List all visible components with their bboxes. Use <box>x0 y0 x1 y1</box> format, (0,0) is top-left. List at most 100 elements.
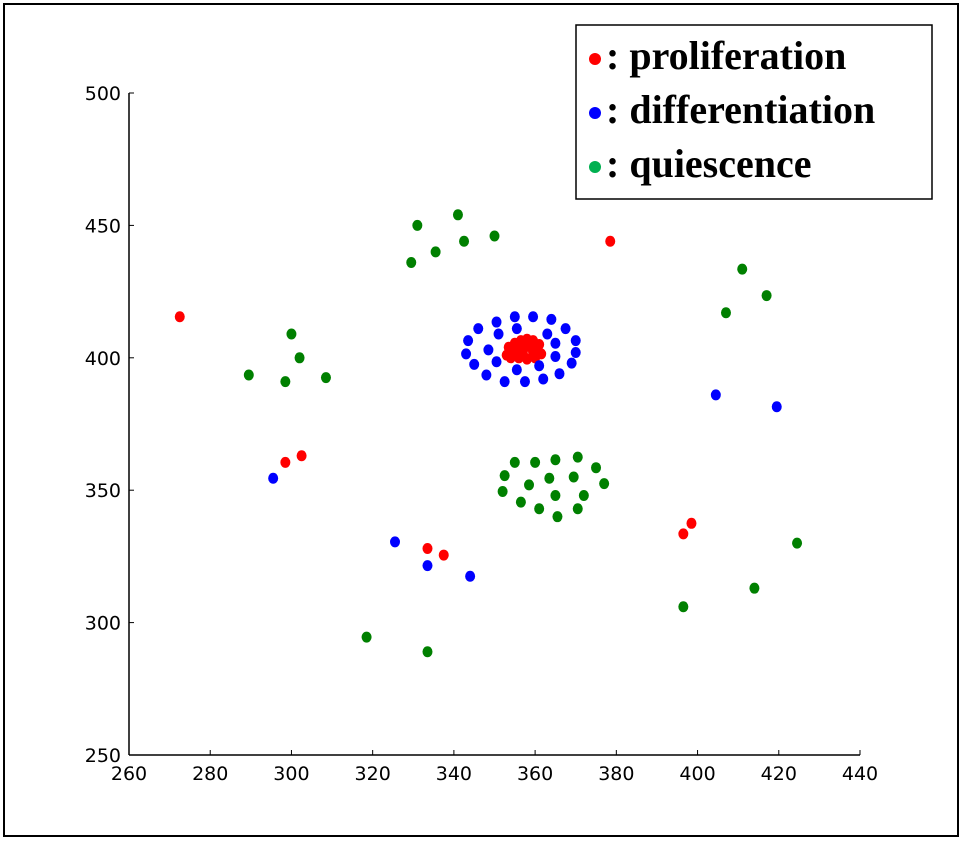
differentiation-point <box>473 323 484 335</box>
quiescence-point <box>720 307 731 319</box>
x-tick-label: 340 <box>436 763 472 785</box>
y-tick-label: 250 <box>85 745 121 767</box>
proliferation-point <box>505 352 516 364</box>
quiescence-point <box>544 472 555 484</box>
quiescence-point <box>599 478 610 490</box>
x-tick-label: 380 <box>598 763 634 785</box>
differentiation-point <box>542 328 553 340</box>
differentiation-point <box>469 358 480 370</box>
legend-label-quiescence: : quiescence <box>606 141 812 186</box>
differentiation-point <box>538 373 549 385</box>
differentiation-point <box>566 357 577 369</box>
proliferation-point <box>605 235 616 247</box>
proliferation-point <box>280 456 291 468</box>
quiescence-point <box>361 631 372 643</box>
y-tick-label: 500 <box>85 83 121 105</box>
differentiation-point <box>463 335 474 347</box>
y-tick-label: 450 <box>85 215 121 237</box>
differentiation-point <box>499 376 510 388</box>
differentiation-point <box>493 328 504 340</box>
proliferation-point <box>517 348 528 360</box>
quiescence-point <box>320 372 331 384</box>
x-tick-label: 400 <box>679 763 715 785</box>
quiescence-point <box>552 511 563 523</box>
quiescence-point <box>550 454 561 466</box>
differentiation-point <box>771 401 782 413</box>
x-tick-label: 420 <box>761 763 797 785</box>
quiescence-point <box>497 486 508 498</box>
differentiation-point <box>483 344 494 356</box>
y-tick-label: 400 <box>85 348 121 370</box>
proliferation-point <box>528 347 539 359</box>
differentiation-point <box>268 472 279 484</box>
x-tick-label: 260 <box>111 763 147 785</box>
quiescence-point <box>452 209 463 221</box>
y-tick-label: 300 <box>85 613 121 635</box>
quiescence-point <box>737 263 748 275</box>
quiescence-point <box>530 456 541 468</box>
differentiation-point <box>491 356 502 368</box>
differentiation-point <box>554 368 565 380</box>
quiescence-point <box>430 246 441 258</box>
differentiation-point <box>550 337 561 349</box>
legend-marker-differentiation <box>589 107 601 119</box>
legend-label-differentiation: : differentiation <box>606 87 875 132</box>
differentiation-point <box>570 347 581 359</box>
proliferation-point <box>174 311 185 323</box>
quiescence-point <box>534 503 545 515</box>
legend-label-proliferation: : proliferation <box>606 33 846 78</box>
quiescence-point <box>550 489 561 501</box>
differentiation-point <box>528 311 539 323</box>
quiescence-point <box>678 601 689 613</box>
quiescence-point <box>286 328 297 340</box>
quiescence-point <box>572 451 583 463</box>
differentiation-point <box>481 369 492 381</box>
differentiation-point <box>710 389 721 401</box>
differentiation-point <box>570 335 581 347</box>
legend-marker-quiescence <box>589 161 601 173</box>
x-tick-label: 320 <box>355 763 391 785</box>
quiescence-point <box>412 219 423 231</box>
quiescence-point <box>524 479 535 491</box>
quiescence-point <box>761 290 772 302</box>
x-tick-label: 360 <box>517 763 553 785</box>
differentiation-point <box>511 323 522 335</box>
quiescence-point <box>280 376 291 388</box>
quiescence-point <box>499 470 510 482</box>
proliferation-point <box>296 450 307 462</box>
quiescence-point <box>294 352 305 364</box>
quiescence-point <box>515 496 526 508</box>
x-tick-label: 440 <box>842 763 878 785</box>
differentiation-point <box>550 350 561 362</box>
quiescence-point <box>591 462 602 474</box>
data-points <box>174 209 803 658</box>
proliferation-point <box>686 517 697 529</box>
quiescence-point <box>489 230 500 242</box>
differentiation-point <box>509 311 520 323</box>
quiescence-point <box>749 582 760 594</box>
differentiation-point <box>465 570 476 582</box>
x-tick-label: 300 <box>273 763 309 785</box>
differentiation-point <box>534 360 545 372</box>
legend-box <box>575 24 933 200</box>
quiescence-point <box>578 489 589 501</box>
differentiation-point <box>519 376 530 388</box>
proliferation-point <box>422 542 433 554</box>
differentiation-point <box>560 323 571 335</box>
x-tick-label: 280 <box>192 763 228 785</box>
quiescence-point <box>243 369 254 381</box>
differentiation-point <box>461 348 472 360</box>
quiescence-point <box>422 646 433 658</box>
quiescence-point <box>572 503 583 515</box>
differentiation-point <box>491 316 502 328</box>
axes: 260 280 300 320 340 360 380 400 420 440 250 300 350 4… <box>85 83 878 785</box>
legend-marker-proliferation <box>589 53 601 65</box>
differentiation-point <box>422 560 433 572</box>
differentiation-point <box>511 364 522 376</box>
legend: : proliferation : differentiation : quiesc… <box>575 24 933 200</box>
differentiation-point <box>546 313 557 325</box>
quiescence-point <box>568 471 579 483</box>
proliferation-point <box>438 549 449 561</box>
quiescence-point <box>792 537 803 549</box>
